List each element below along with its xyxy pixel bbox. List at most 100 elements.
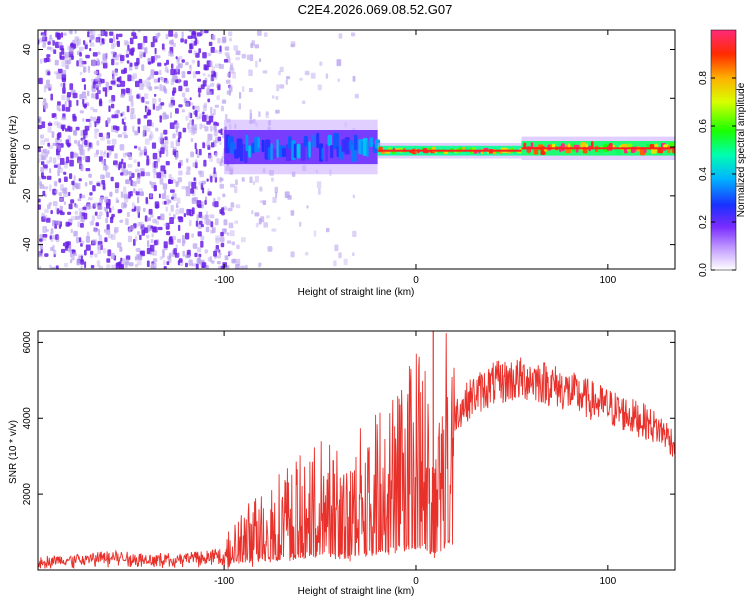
noise-speckle xyxy=(106,203,111,209)
noise-speckle xyxy=(148,61,152,65)
noise-speckle xyxy=(116,77,121,82)
noise-speckle xyxy=(177,251,180,258)
noise-speckle xyxy=(286,76,291,80)
noise-speckle xyxy=(173,248,177,255)
noise-speckle xyxy=(76,259,81,266)
noise-speckle xyxy=(220,105,224,112)
signal-blob xyxy=(325,143,329,162)
noise-speckle xyxy=(43,98,47,103)
noise-speckle xyxy=(337,78,340,82)
noise-speckle xyxy=(70,254,75,261)
noise-speckle xyxy=(79,110,84,114)
noise-speckle xyxy=(77,198,82,202)
noise-speckle xyxy=(258,218,262,225)
noise-speckle xyxy=(124,197,129,203)
noise-speckle xyxy=(185,186,190,193)
noise-speckle xyxy=(313,230,317,237)
spectrogram-x-axis-label: Height of straight line (km) xyxy=(298,287,415,298)
noise-speckle xyxy=(139,51,144,57)
noise-speckle xyxy=(149,244,155,252)
noise-speckle xyxy=(213,250,217,257)
noise-speckle xyxy=(185,232,190,240)
signal-blob xyxy=(240,143,244,162)
noise-speckle xyxy=(41,161,45,166)
noise-speckle xyxy=(177,177,183,183)
noise-speckle xyxy=(151,122,154,128)
feature-signal-track-high xyxy=(521,136,675,160)
snr-y-tick-label: 2000 xyxy=(22,483,33,506)
noise-speckle xyxy=(74,36,79,41)
noise-speckle xyxy=(75,215,80,220)
noise-speckle xyxy=(198,211,203,218)
noise-speckle xyxy=(39,265,42,269)
noise-speckle xyxy=(123,40,129,46)
noise-speckle xyxy=(197,204,203,209)
noise-speckle xyxy=(120,80,126,87)
noise-speckle xyxy=(181,241,185,247)
noise-speckle xyxy=(202,142,206,149)
noise-speckle xyxy=(138,30,141,33)
noise-speckle xyxy=(42,234,48,238)
signal-blob xyxy=(308,141,311,158)
noise-speckle xyxy=(59,55,65,60)
noise-speckle xyxy=(50,210,53,215)
noise-speckle xyxy=(188,111,191,118)
noise-speckle xyxy=(47,204,51,209)
noise-speckle xyxy=(249,112,253,120)
noise-speckle xyxy=(220,242,225,248)
noise-speckle xyxy=(85,118,91,122)
noise-speckle xyxy=(178,258,183,263)
noise-speckle xyxy=(204,214,209,220)
noise-speckle xyxy=(182,235,185,242)
noise-speckle xyxy=(108,150,112,156)
noise-speckle xyxy=(41,216,46,222)
noise-speckle xyxy=(221,99,227,104)
noise-speckle xyxy=(70,228,73,233)
noise-speckle xyxy=(63,192,69,198)
noise-speckle xyxy=(81,78,86,82)
noise-speckle xyxy=(42,43,46,48)
noise-speckle xyxy=(143,115,148,119)
noise-speckle xyxy=(133,239,136,246)
noise-speckle xyxy=(63,171,67,175)
noise-speckle xyxy=(91,84,94,92)
noise-speckle xyxy=(87,90,90,97)
spectrogram-y-tick-label: -40 xyxy=(22,237,33,252)
signal-blob xyxy=(327,134,332,146)
noise-speckle xyxy=(121,202,126,209)
noise-speckle xyxy=(229,67,235,74)
noise-speckle xyxy=(278,71,281,76)
spectrogram-y-axis-label: Frequency (Hz) xyxy=(8,116,19,185)
noise-speckle xyxy=(38,153,41,158)
noise-speckle xyxy=(200,84,205,90)
noise-speckle xyxy=(194,142,197,150)
noise-speckle xyxy=(79,71,83,76)
noise-speckle xyxy=(78,178,82,182)
noise-speckle xyxy=(63,201,66,205)
noise-speckle xyxy=(82,98,85,105)
noise-speckle xyxy=(89,47,92,52)
noise-speckle xyxy=(68,100,72,108)
noise-speckle xyxy=(80,223,84,228)
noise-speckle xyxy=(72,252,77,257)
noise-speckle xyxy=(151,142,157,149)
noise-speckle xyxy=(54,190,58,194)
noise-speckle xyxy=(40,166,45,173)
signal-blob xyxy=(530,142,534,149)
noise-speckle xyxy=(64,52,70,59)
noise-speckle xyxy=(138,146,141,151)
noise-speckle xyxy=(51,234,55,239)
noise-speckle xyxy=(130,50,134,56)
noise-speckle xyxy=(66,92,71,98)
noise-speckle xyxy=(228,58,231,63)
noise-speckle xyxy=(118,33,123,38)
noise-speckle xyxy=(96,89,101,94)
noise-speckle xyxy=(206,140,211,147)
noise-speckle xyxy=(187,71,192,75)
noise-speckle xyxy=(49,34,52,39)
noise-speckle xyxy=(132,73,137,79)
noise-speckle xyxy=(107,117,111,122)
noise-speckle xyxy=(62,87,66,94)
signal-blob xyxy=(261,139,265,153)
noise-speckle xyxy=(137,118,141,125)
